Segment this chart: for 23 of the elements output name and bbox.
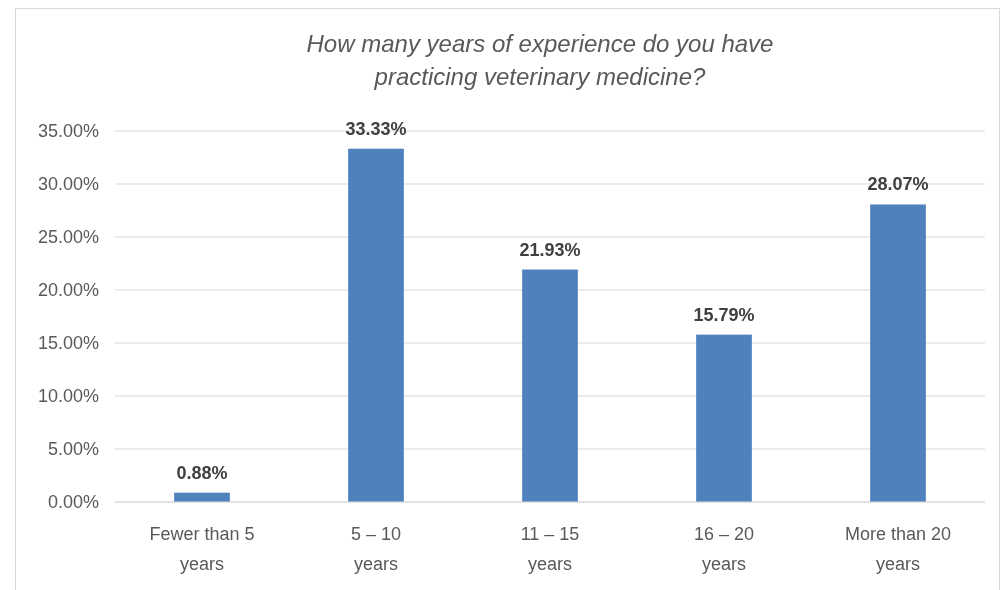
bar: [696, 334, 752, 502]
x-tick-label: 5 – 10 years: [350, 524, 402, 574]
x-tick-label: More than 20 years: [844, 524, 952, 574]
bar: [522, 269, 578, 502]
y-tick-label: 25.00%: [37, 227, 99, 248]
x-tick-label: Fewer than 5 years: [149, 524, 255, 574]
y-tick-label: 35.00%: [37, 121, 99, 142]
x-tick-label: 16 – 20 years: [693, 524, 755, 574]
y-tick-label: 5.00%: [47, 439, 99, 460]
bar: [348, 148, 404, 502]
y-tick-label: 15.00%: [37, 333, 99, 354]
x-tick-label: 11 – 15 years: [520, 524, 580, 574]
y-tick-label: 10.00%: [37, 386, 99, 407]
data-label: 33.33%: [345, 118, 407, 139]
y-tick-label: 30.00%: [37, 174, 99, 195]
y-tick-label: 0.00%: [47, 492, 99, 513]
data-label: 15.79%: [693, 304, 755, 325]
chart-title: How many years of experience do you have practicing veterinary medicine?: [306, 30, 774, 90]
data-label: 0.88%: [176, 462, 228, 483]
data-label: 28.07%: [867, 174, 929, 195]
bar: [870, 204, 926, 502]
data-label: 21.93%: [519, 239, 581, 260]
y-tick-label: 20.00%: [37, 280, 99, 301]
